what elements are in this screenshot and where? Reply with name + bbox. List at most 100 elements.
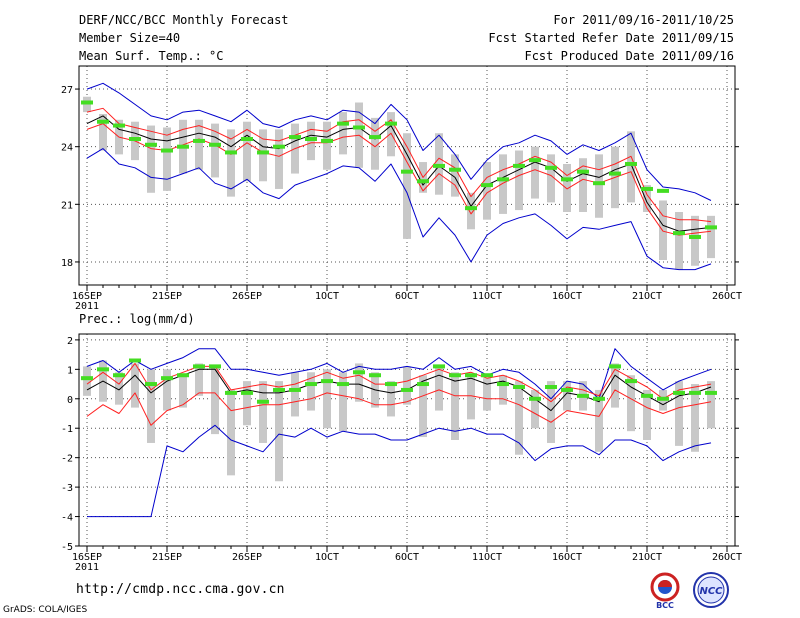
variable-label: Mean Surf. Temp.: °C: [79, 49, 224, 63]
source-url[interactable]: http://cmdp.ncc.cma.gov.cn: [76, 582, 285, 597]
forecast-marker: [401, 387, 413, 392]
forecast-marker: [465, 373, 477, 378]
ensemble-bar: [243, 121, 251, 182]
ensemble-bar: [563, 381, 571, 411]
x-tick-label: 26SEP: [232, 552, 262, 563]
ensemble-bar: [467, 192, 475, 230]
ensemble-bar: [531, 389, 539, 429]
forecast-marker: [353, 370, 365, 375]
ensemble-bar: [83, 366, 91, 396]
series-lower-line: [86, 123, 712, 236]
forecast-marker: [449, 167, 461, 172]
forecast-marker: [113, 373, 125, 378]
x-tick-label: 21OCT: [632, 291, 662, 302]
forecast-marker: [129, 358, 141, 363]
ensemble-bar: [291, 372, 299, 417]
forecast-marker: [273, 144, 285, 149]
forecast-marker: [273, 387, 285, 392]
series-max-line: [86, 82, 712, 201]
bcc-logo-text: BCC: [656, 601, 674, 610]
forecast-marker: [369, 135, 381, 140]
forecast-marker: [481, 183, 493, 188]
ensemble-bar: [163, 127, 171, 191]
member-size: Member Size=40: [79, 31, 181, 45]
forecast-marker: [241, 137, 253, 141]
forecast-marker: [177, 373, 189, 378]
ensemble-bar: [467, 375, 475, 420]
ensemble-bar: [259, 129, 267, 182]
ensemble-bar: [627, 375, 635, 432]
y-tick-label: -2: [61, 454, 73, 465]
bcc-logo-icon: BCC: [650, 572, 680, 610]
forecast-marker: [433, 364, 445, 369]
y-tick-label: 2: [67, 336, 73, 347]
y-tick-label: 1: [67, 365, 73, 376]
forecast-marker: [657, 396, 669, 401]
ensemble-bar: [371, 117, 379, 170]
forecast-marker: [417, 382, 429, 387]
fcst-produced-date: Fcst Produced Date 2011/09/16: [524, 49, 734, 63]
forecast-marker: [689, 390, 701, 395]
forecast-marker: [81, 376, 93, 381]
forecast-marker: [625, 161, 637, 166]
ensemble-bar: [483, 378, 491, 411]
x-tick-label: 26SEP: [232, 291, 262, 302]
forecast-marker: [609, 171, 621, 176]
ensemble-bar: [227, 389, 235, 476]
x-tick-label: 6OCT: [395, 291, 419, 302]
grads-credit: GrADS: COLA/IGES: [3, 605, 88, 615]
ensemble-bar: [243, 381, 251, 426]
forecast-marker: [145, 142, 157, 147]
ensemble-bar: [707, 215, 715, 259]
x-tick-label: 21SEP: [152, 552, 182, 563]
ensemble-bar: [643, 185, 651, 212]
forecast-marker: [641, 393, 653, 398]
series-upper-line: [86, 107, 712, 223]
x-tick-label: 16SEP: [72, 291, 102, 302]
ensemble-bar: [515, 150, 523, 211]
y-tick-label: 24: [61, 143, 73, 154]
forecast-marker: [241, 390, 253, 395]
ensemble-bar: [211, 123, 219, 178]
ensemble-bar: [643, 389, 651, 440]
y-tick-label: 21: [61, 200, 73, 211]
forecast-marker: [545, 165, 557, 170]
ensemble-bar: [531, 146, 539, 199]
forecast-marker: [641, 186, 653, 191]
ensemble-bar: [515, 381, 523, 455]
panel-1: 18 21 24 27 16SEP 21SEP 26SEP 1OCT 6OCT 11OCT 16OC…: [61, 65, 742, 312]
ensemble-bar: [451, 372, 459, 440]
forecast-marker: [609, 364, 621, 369]
ensemble-bar: [691, 384, 699, 452]
forecast-marker: [385, 382, 397, 387]
ensemble-bar: [547, 154, 555, 203]
x-tick-label: 21SEP: [152, 291, 182, 302]
x-tick-label: 16SEP: [72, 552, 102, 563]
ensemble-bar: [419, 375, 427, 438]
forecast-marker: [161, 376, 173, 381]
x-tick-label: 16OCT: [552, 552, 582, 563]
panel-2: -5 -4 -3 -2 -1 0 1 2 16SEP 21SEP 26SEP 1OCT 6OCT 11OC…: [61, 312, 742, 573]
ensemble-bar: [115, 372, 123, 405]
forecast-marker: [289, 135, 301, 140]
ensemble-bar: [499, 154, 507, 214]
x-tick-label: 1OCT: [315, 552, 339, 563]
forecast-marker: [497, 382, 509, 387]
ensemble-bar: [211, 366, 219, 435]
ensemble-bar: [483, 162, 491, 220]
ncc-logo-text: NCC: [699, 586, 723, 597]
fcst-started-date: Fcst Started Refer Date 2011/09/15: [488, 31, 734, 45]
forecast-marker: [129, 137, 141, 141]
series-mean-line: [86, 368, 712, 412]
forecast-marker: [545, 385, 557, 389]
ensemble-bar: [227, 129, 235, 197]
forecast-marker: [369, 373, 381, 378]
ensemble-bar: [659, 200, 667, 261]
x-tick-label: 11OCT: [472, 291, 502, 302]
forecast-marker: [305, 382, 317, 387]
ensemble-bar: [131, 363, 139, 408]
forecast-marker: [81, 100, 93, 105]
forecast-marker: [225, 150, 237, 155]
ensemble-bar: [387, 381, 395, 417]
